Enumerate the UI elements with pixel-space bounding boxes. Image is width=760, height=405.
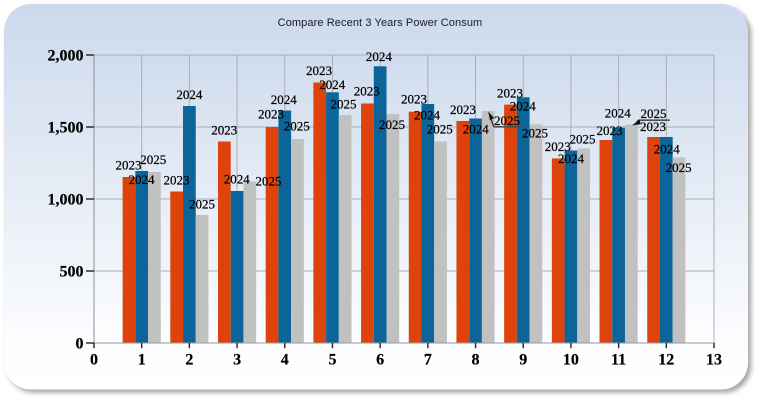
svg-text:2025: 2025: [379, 117, 405, 132]
svg-text:2023: 2023: [116, 158, 142, 173]
svg-text:9: 9: [519, 352, 527, 369]
svg-text:13: 13: [706, 352, 722, 369]
svg-text:2024: 2024: [129, 172, 156, 187]
svg-text:2023: 2023: [401, 92, 427, 107]
svg-text:2025: 2025: [570, 132, 596, 147]
svg-text:2025: 2025: [256, 174, 282, 189]
svg-text:2025: 2025: [494, 113, 520, 128]
svg-text:2025: 2025: [331, 96, 357, 111]
svg-text:2024: 2024: [605, 105, 632, 120]
svg-text:1: 1: [138, 352, 146, 369]
svg-text:5: 5: [328, 352, 336, 369]
svg-text:2025: 2025: [427, 122, 453, 137]
svg-text:8: 8: [472, 352, 480, 369]
svg-text:2024: 2024: [558, 151, 585, 166]
svg-text:2025: 2025: [189, 197, 215, 212]
svg-text:2025: 2025: [140, 152, 166, 167]
svg-text:1,500: 1,500: [48, 120, 84, 137]
svg-text:2023: 2023: [497, 86, 523, 101]
svg-text:2025: 2025: [522, 126, 548, 141]
svg-text:2024: 2024: [224, 172, 251, 187]
svg-text:500: 500: [60, 264, 84, 281]
svg-text:2023: 2023: [597, 123, 623, 138]
svg-text:2024: 2024: [654, 142, 681, 157]
svg-text:2024: 2024: [510, 98, 537, 113]
svg-text:2023: 2023: [450, 102, 476, 117]
svg-text:0: 0: [76, 336, 84, 353]
svg-text:2023: 2023: [640, 119, 666, 134]
svg-text:0: 0: [90, 352, 98, 369]
svg-text:2023: 2023: [545, 139, 571, 154]
svg-text:2023: 2023: [354, 84, 380, 99]
svg-text:2,000: 2,000: [48, 48, 84, 65]
svg-text:2024: 2024: [319, 77, 346, 92]
svg-text:7: 7: [424, 352, 432, 369]
svg-text:2: 2: [185, 352, 193, 369]
svg-text:Compare Recent 3 Years Power C: Compare Recent 3 Years Power Consum: [278, 17, 483, 29]
svg-text:2024: 2024: [414, 107, 441, 122]
svg-text:1,000: 1,000: [48, 192, 84, 209]
svg-text:2024: 2024: [366, 49, 393, 64]
svg-text:4: 4: [281, 352, 289, 369]
svg-text:2023: 2023: [211, 122, 237, 137]
svg-text:12: 12: [658, 352, 674, 369]
svg-text:2024: 2024: [176, 87, 203, 102]
svg-text:11: 11: [611, 352, 626, 369]
svg-text:2023: 2023: [164, 173, 190, 188]
svg-text:3: 3: [233, 352, 241, 369]
svg-text:2023: 2023: [258, 106, 284, 121]
svg-text:2025: 2025: [641, 106, 667, 121]
svg-text:10: 10: [563, 352, 579, 369]
svg-text:2025: 2025: [284, 119, 310, 134]
svg-text:2024: 2024: [271, 92, 298, 107]
svg-text:2023: 2023: [306, 63, 332, 78]
svg-text:2024: 2024: [463, 122, 490, 137]
svg-text:2025: 2025: [666, 160, 692, 175]
svg-text:6: 6: [376, 352, 384, 369]
